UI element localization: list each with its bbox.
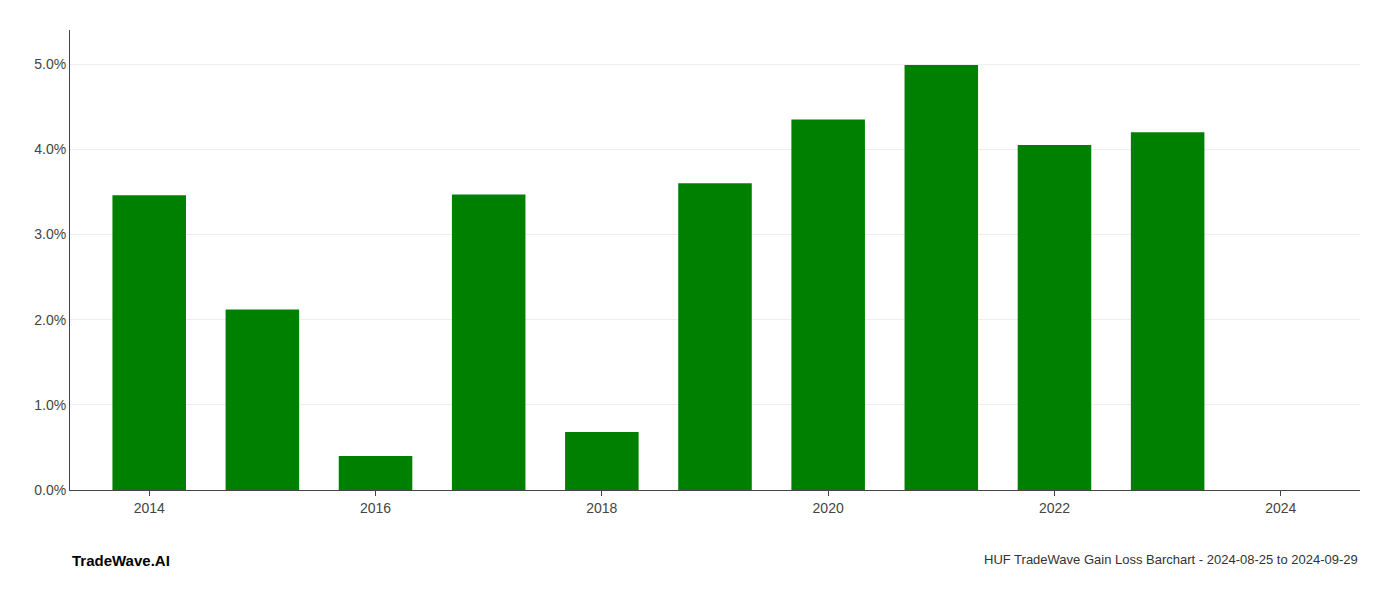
svg-text:2022: 2022 bbox=[1039, 500, 1070, 516]
svg-text:0.0%: 0.0% bbox=[34, 482, 66, 498]
svg-text:2016: 2016 bbox=[360, 500, 391, 516]
svg-text:2018: 2018 bbox=[586, 500, 617, 516]
svg-text:1.0%: 1.0% bbox=[34, 397, 66, 413]
svg-text:2014: 2014 bbox=[134, 500, 165, 516]
svg-text:5.0%: 5.0% bbox=[34, 56, 66, 72]
svg-text:3.0%: 3.0% bbox=[34, 226, 66, 242]
svg-text:4.0%: 4.0% bbox=[34, 141, 66, 157]
svg-text:2024: 2024 bbox=[1265, 500, 1296, 516]
svg-text:2.0%: 2.0% bbox=[34, 312, 66, 328]
svg-text:HUF TradeWave Gain Loss Barcha: HUF TradeWave Gain Loss Barchart - 2024-… bbox=[984, 552, 1358, 567]
svg-text:2020: 2020 bbox=[813, 500, 844, 516]
svg-text:TradeWave.AI: TradeWave.AI bbox=[72, 552, 170, 569]
